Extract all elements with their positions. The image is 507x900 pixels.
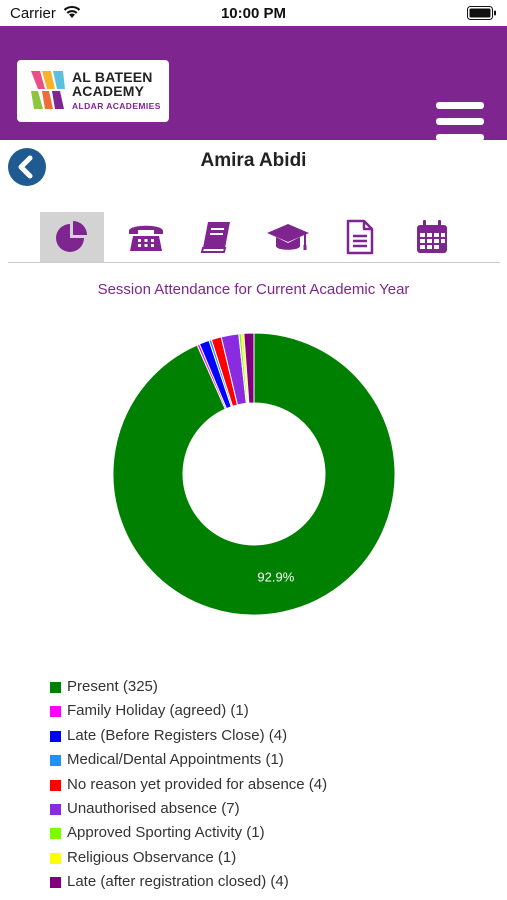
attendance-donut-chart: 92.9% <box>112 332 396 616</box>
donut-slice-0 <box>112 332 396 616</box>
hamburger-menu-icon[interactable] <box>436 102 484 142</box>
legend-label: Approved Sporting Activity (1) <box>67 824 265 842</box>
tab-reports[interactable] <box>256 212 320 262</box>
graduation-cap-icon <box>267 224 309 250</box>
legend-label: Late (Before Registers Close) (4) <box>67 726 288 744</box>
chart-title: Session Attendance for Current Academic … <box>97 281 410 298</box>
tab-homework[interactable] <box>184 212 248 262</box>
status-bar: Carrier 10:00 PM <box>0 0 507 26</box>
phone-icon <box>129 225 163 251</box>
tab-contacts[interactable] <box>114 212 178 262</box>
tab-calendar[interactable] <box>400 212 464 262</box>
pie-chart-icon <box>56 221 87 252</box>
legend-label: Late (after registration closed) (4) <box>67 873 289 891</box>
legend-label: No reason yet provided for absence (4) <box>67 775 328 793</box>
logo-line1: AL BATEEN <box>72 69 153 85</box>
tab-attendance[interactable] <box>40 212 104 262</box>
logo-line2: ACADEMY <box>72 83 145 99</box>
back-button[interactable] <box>8 148 46 186</box>
donut-slice-8 <box>243 332 255 404</box>
legend-swatch <box>50 755 61 767</box>
book-icon <box>200 222 230 253</box>
app-header: AL BATEEN ACADEMY ALDAR ACADEMIES <box>0 26 507 142</box>
tab-bar <box>8 212 500 263</box>
legend-label: Family Holiday (agreed) (1) <box>67 702 249 720</box>
calendar-icon <box>417 220 447 253</box>
legend-label: Present (325) <box>67 678 158 695</box>
present-percent-label: 92.9% <box>257 570 294 585</box>
carrier-label: Carrier <box>10 5 56 22</box>
chevron-left-icon <box>18 155 33 179</box>
legend-label: Medical/Dental Appointments (1) <box>67 751 284 769</box>
logo-mark-icon <box>31 71 65 109</box>
wifi-icon <box>63 5 81 18</box>
logo-line3: ALDAR ACADEMIES <box>72 101 161 111</box>
legend-swatch <box>50 730 61 742</box>
legend-swatch <box>50 779 61 791</box>
school-logo: AL BATEEN ACADEMY ALDAR ACADEMIES <box>17 60 169 122</box>
legend-swatch <box>50 852 61 864</box>
legend-label: Religious Observance (1) <box>67 848 237 866</box>
legend-label: Unauthorised absence (7) <box>67 799 240 817</box>
page-title: Amira Abidi <box>200 150 307 171</box>
battery-icon <box>467 6 496 20</box>
legend-swatch <box>50 828 61 840</box>
legend-swatch <box>50 682 61 693</box>
legend-swatch <box>50 706 61 718</box>
legend-swatch <box>50 803 61 815</box>
legend-swatch <box>50 877 61 889</box>
tab-documents[interactable] <box>328 212 392 262</box>
clock: 10:00 PM <box>220 5 287 22</box>
document-icon <box>346 219 374 255</box>
